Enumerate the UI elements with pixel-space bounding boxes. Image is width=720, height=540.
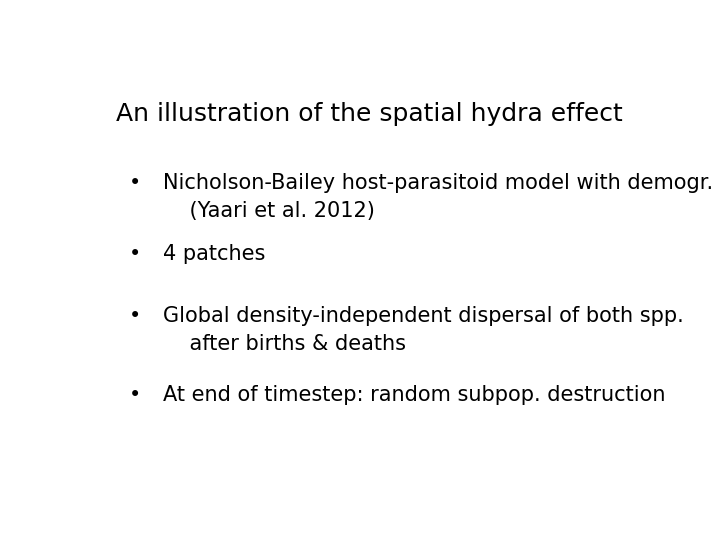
Text: •: • <box>128 385 141 405</box>
Text: 4 patches: 4 patches <box>163 244 265 264</box>
Text: •: • <box>128 306 141 326</box>
Text: At end of timestep: random subpop. destruction: At end of timestep: random subpop. destr… <box>163 385 665 405</box>
Text: •: • <box>128 244 141 264</box>
Text: An illustration of the spatial hydra effect: An illustration of the spatial hydra eff… <box>116 102 622 126</box>
Text: •: • <box>128 173 141 193</box>
Text: Nicholson-Bailey host-parasitoid model with demogr. stochas.
    (Yaari et al. 2: Nicholson-Bailey host-parasitoid model w… <box>163 173 720 221</box>
Text: Global density-independent dispersal of both spp.
    after births & deaths: Global density-independent dispersal of … <box>163 306 683 354</box>
